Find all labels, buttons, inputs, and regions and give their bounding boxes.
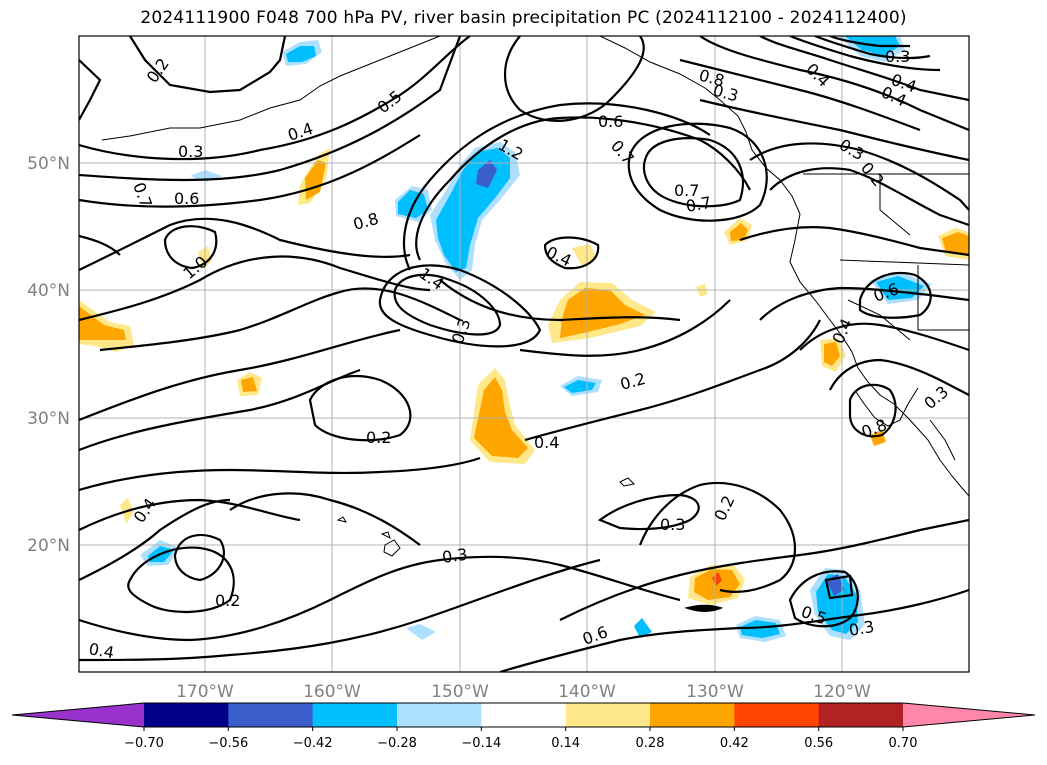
- shade-positive: [942, 232, 969, 255]
- contour-label: 0.4: [130, 495, 160, 527]
- contour-label: 0.6: [580, 622, 610, 649]
- colorbar-tick-label: −0.56: [208, 736, 248, 751]
- shade-positive: [560, 288, 645, 338]
- contour-label: 0.7: [674, 181, 699, 200]
- contour-label: 0.7: [684, 193, 712, 216]
- coastlines: [101, 36, 969, 557]
- shade-positive: [241, 377, 257, 392]
- contour-label: 0.2: [143, 55, 173, 87]
- colorbar-segment: [650, 703, 735, 727]
- shade-positive: [824, 342, 840, 366]
- colorbar-segment: [565, 703, 651, 727]
- contour-label: 0.3: [178, 142, 203, 161]
- precip-shading: [79, 36, 969, 642]
- lon-label: 140°W: [558, 682, 616, 702]
- lon-label: 150°W: [431, 682, 489, 702]
- longitude-labels: 170°W 160°W 150°W 140°W 130°W 120°W: [176, 682, 871, 702]
- colorbar-tick-label: 0.56: [804, 736, 833, 751]
- map-frame: [78, 35, 970, 673]
- lat-label: 40°N: [27, 281, 70, 301]
- colorbar-segment: [818, 703, 904, 727]
- colorbar-segment: [144, 703, 229, 727]
- contour-label: 0.4: [534, 433, 559, 452]
- contour-label: 0.2: [215, 591, 240, 610]
- colorbar-tick-label: 0.28: [636, 736, 665, 751]
- contour-label: 0.4: [543, 242, 574, 270]
- colorbar-segment: [228, 703, 314, 727]
- contour-label: 0.3: [660, 515, 685, 534]
- colorbar-tick-label: 0.42: [720, 736, 749, 751]
- shade-negative: [740, 620, 780, 638]
- colorbar-segment: [734, 703, 820, 727]
- colorbar-tick-label: −0.42: [293, 736, 333, 751]
- lat-label: 30°N: [27, 409, 70, 429]
- contour-label: 0.3: [885, 47, 910, 66]
- contour-label: 0.4: [87, 639, 115, 662]
- contour-label: 0.4: [285, 119, 315, 145]
- shade-negative: [286, 46, 316, 62]
- lon-label: 130°W: [686, 682, 744, 702]
- lon-label: 160°W: [303, 682, 361, 702]
- shade-positive: [572, 244, 596, 266]
- colorbar: −0.70 −0.56 −0.42 −0.28 −0.14 0.14 0.28 0.42 0.5…: [11, 702, 1036, 751]
- colorbar-extend-high: [903, 703, 1035, 727]
- colorbar-segment: [397, 703, 482, 727]
- contour-label: 0.2: [618, 369, 648, 394]
- contour-label: 0.3: [836, 135, 868, 164]
- contour-label: 0.6: [598, 112, 623, 131]
- colorbar-extend-low: [12, 703, 144, 727]
- shade-negative: [476, 160, 497, 188]
- colorbar-tick-label: 0.70: [889, 736, 918, 751]
- colorbar-tick-label: −0.70: [124, 736, 164, 751]
- latitude-labels: 50°N 40°N 30°N 20°N: [27, 154, 70, 556]
- lon-label: 170°W: [176, 682, 234, 702]
- colorbar-tick-label: −0.28: [377, 736, 417, 751]
- shade-positive: [730, 223, 748, 241]
- contour-label: 0.3: [920, 382, 952, 413]
- contour-label: 0.2: [366, 428, 391, 447]
- shade-negative: [564, 380, 596, 393]
- pv-contours: [79, 36, 969, 672]
- contour-label: 0.3: [448, 316, 475, 346]
- lat-label: 20°N: [27, 536, 70, 556]
- contour-label: 0.6: [174, 189, 199, 208]
- contour-label: 0.8: [351, 209, 381, 234]
- contour-label: 0.8: [859, 415, 889, 442]
- colorbar-segment: [312, 703, 398, 727]
- contour-label: 0.5: [374, 87, 406, 118]
- shade-negative: [406, 624, 436, 640]
- colorbar-tick-label: 0.14: [551, 736, 580, 751]
- shade-positive: [79, 306, 126, 340]
- lon-label: 120°W: [813, 682, 871, 702]
- contour-label: 0.3: [441, 545, 469, 567]
- colorbar-segment: [481, 703, 567, 727]
- chart-title: 2024111900 F048 700 hPa PV, river basin …: [140, 8, 907, 28]
- shade-negative: [634, 618, 652, 638]
- colorbar-tick-label: −0.14: [461, 736, 501, 751]
- shade-positive: [305, 160, 326, 200]
- lat-label: 50°N: [27, 154, 70, 174]
- contour-label: 0.4: [802, 59, 833, 90]
- contour-label: 0.3: [847, 617, 875, 640]
